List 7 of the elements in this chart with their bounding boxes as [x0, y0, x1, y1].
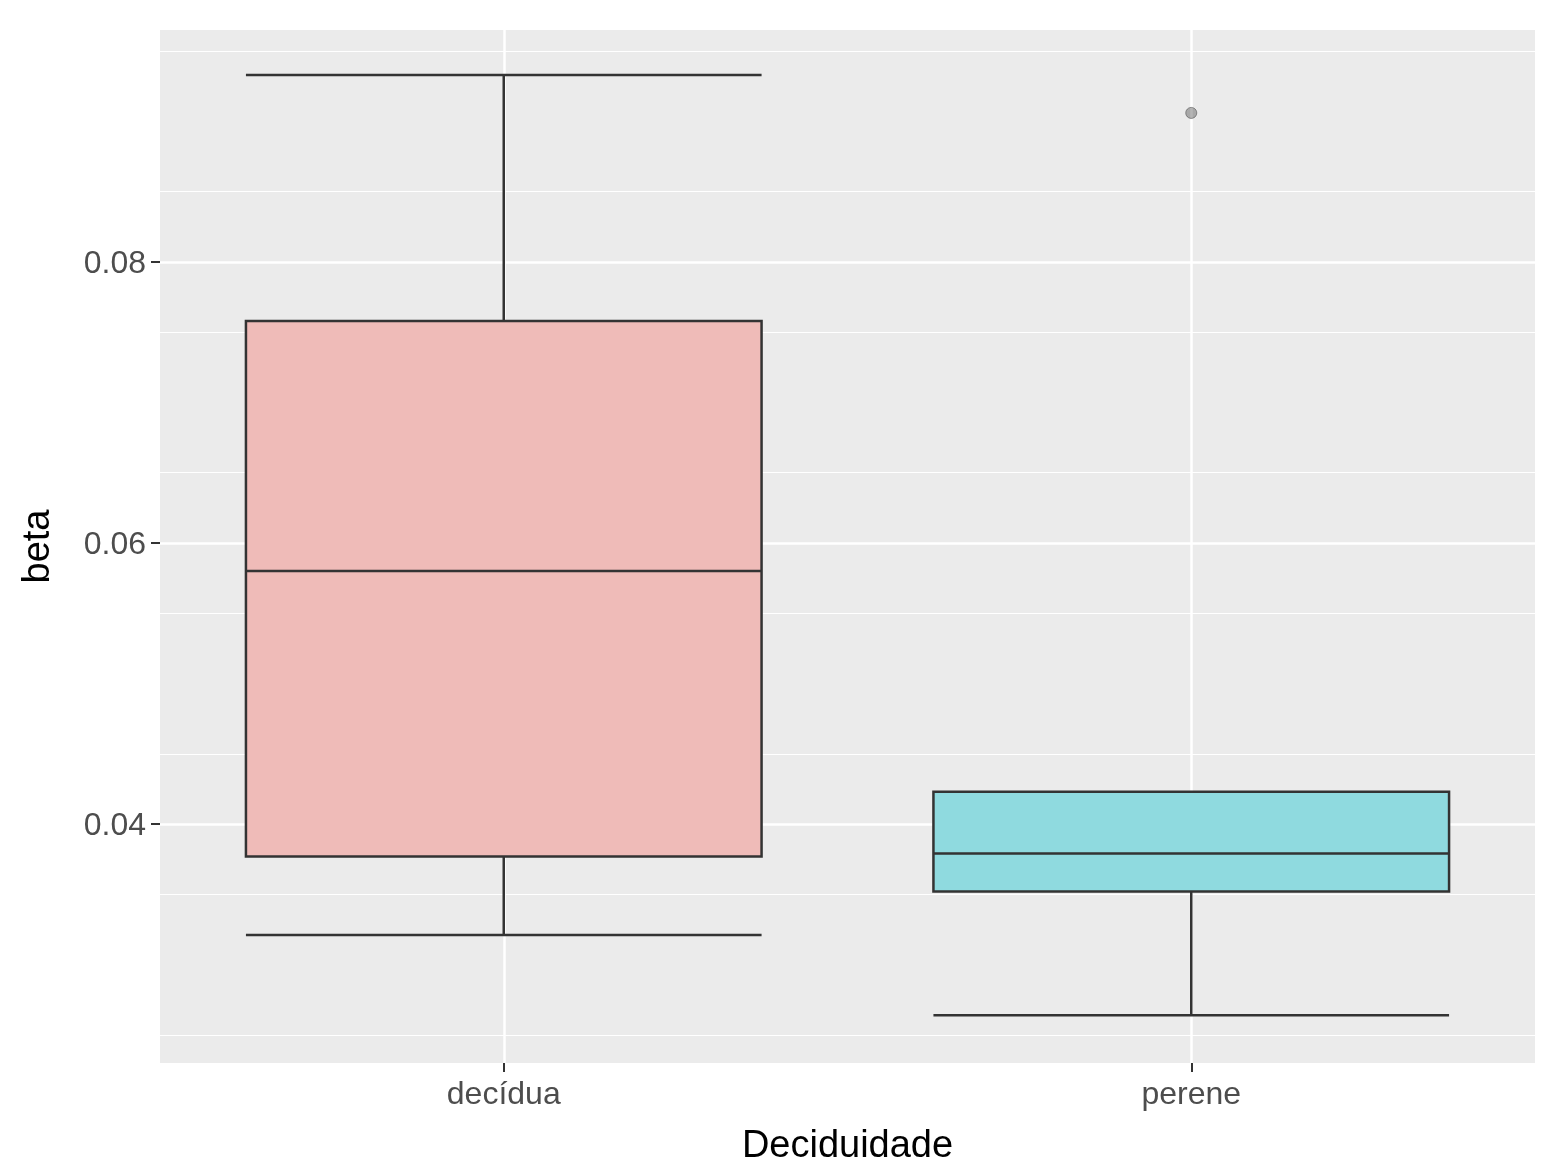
y-tick-label: 0.04 [83, 806, 146, 843]
y-tick-label: 0.08 [83, 243, 146, 280]
y-axis-title: beta [15, 508, 57, 584]
x-axis-title: Deciduidade [741, 1123, 954, 1165]
x-tick-label: decídua [446, 1075, 561, 1111]
y-tick-label: 0.06 [83, 524, 146, 561]
x-tick-label: perene [1141, 1075, 1242, 1111]
